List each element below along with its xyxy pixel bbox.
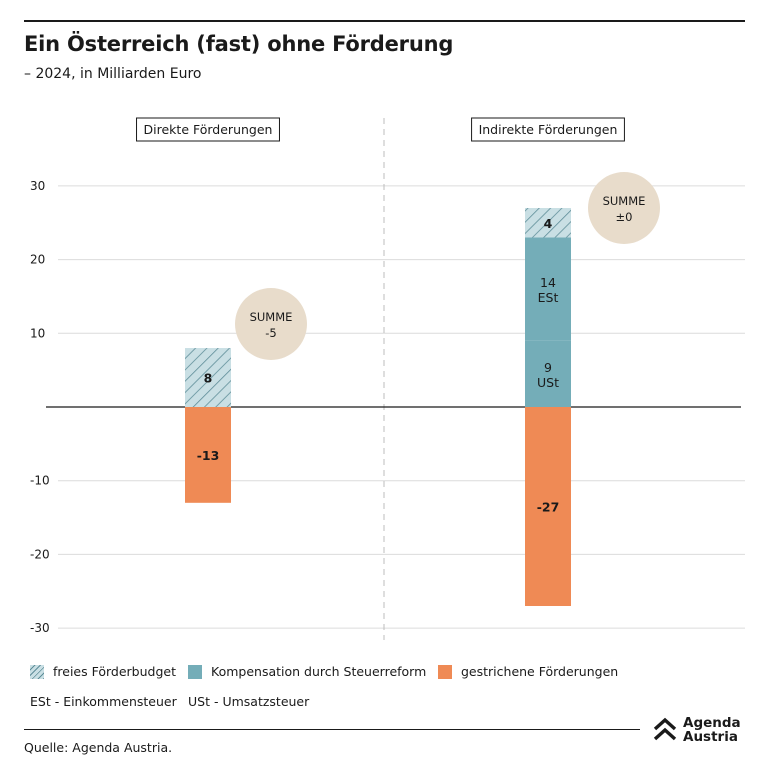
group-header: Indirekte Förderungen — [479, 122, 618, 137]
legend-item-free-budget: freies Förderbudget — [30, 664, 176, 679]
y-tick-label: 30 — [30, 179, 45, 193]
abbreviation-est: ESt - Einkommensteuer — [30, 694, 177, 709]
bar-value-label: 4 — [544, 216, 553, 231]
bar-segment — [525, 208, 571, 238]
logo: Agenda Austria — [652, 716, 741, 744]
bar-sublabel: ESt — [538, 290, 559, 305]
sum-circle — [235, 288, 307, 360]
group-header-box — [136, 117, 280, 142]
bar-segment — [525, 237, 571, 341]
logo-line2: Austria — [683, 729, 738, 745]
sum-value: ±0 — [616, 210, 633, 224]
bar-segment — [525, 340, 571, 407]
bar-value-label: 14 — [540, 275, 556, 290]
logo-line1: Agenda — [683, 715, 741, 731]
bar-value-label: 9 — [544, 360, 552, 375]
chart-title: Ein Österreich (fast) ohne Förderung — [24, 32, 454, 56]
sum-circle — [588, 172, 660, 244]
legend-swatch-blue — [188, 664, 202, 679]
bar-segment — [185, 348, 231, 407]
chevron-up-icon — [653, 717, 677, 741]
y-tick-label: -10 — [30, 474, 50, 488]
legend-label: freies Förderbudget — [53, 664, 176, 679]
sum-label: SUMME — [603, 194, 646, 208]
sum-value: -5 — [265, 326, 276, 340]
top-rule — [24, 20, 745, 22]
group-header: Direkte Förderungen — [144, 122, 273, 137]
legend-swatch-hatch — [30, 664, 44, 679]
source-note: Quelle: Agenda Austria. — [24, 740, 173, 755]
bar-value-label: 8 — [204, 371, 213, 386]
sum-label: SUMME — [250, 310, 293, 324]
y-tick-label: -30 — [30, 621, 50, 635]
bar-segment — [525, 407, 571, 606]
abbreviation-ust: USt - Umsatzsteuer — [188, 694, 310, 709]
legend-item-compensation: Kompensation durch Steuerreform — [188, 664, 426, 679]
bar-sublabel: USt — [537, 375, 559, 390]
chart: -30 -20 -10 10 20 30 Direkte Förderungen 8 -13 SU… — [30, 117, 745, 640]
legend-label: gestrichene Förderungen — [461, 664, 619, 679]
y-tick-label: 20 — [30, 253, 45, 267]
legend-swatch-orange — [438, 664, 452, 679]
legend-item-cut-subsidies: gestrichene Förderungen — [438, 664, 618, 679]
chart-subtitle: – 2024, in Milliarden Euro — [24, 66, 202, 82]
y-tick-label: 10 — [30, 326, 45, 340]
bottom-rule — [24, 729, 640, 730]
y-tick-label: -20 — [30, 547, 50, 561]
bar-segment — [185, 407, 231, 503]
legend-label: Kompensation durch Steuerreform — [211, 664, 427, 679]
bar-value-label: -13 — [197, 448, 220, 463]
group-header-box — [471, 117, 625, 142]
bar-value-label: -27 — [537, 499, 560, 514]
